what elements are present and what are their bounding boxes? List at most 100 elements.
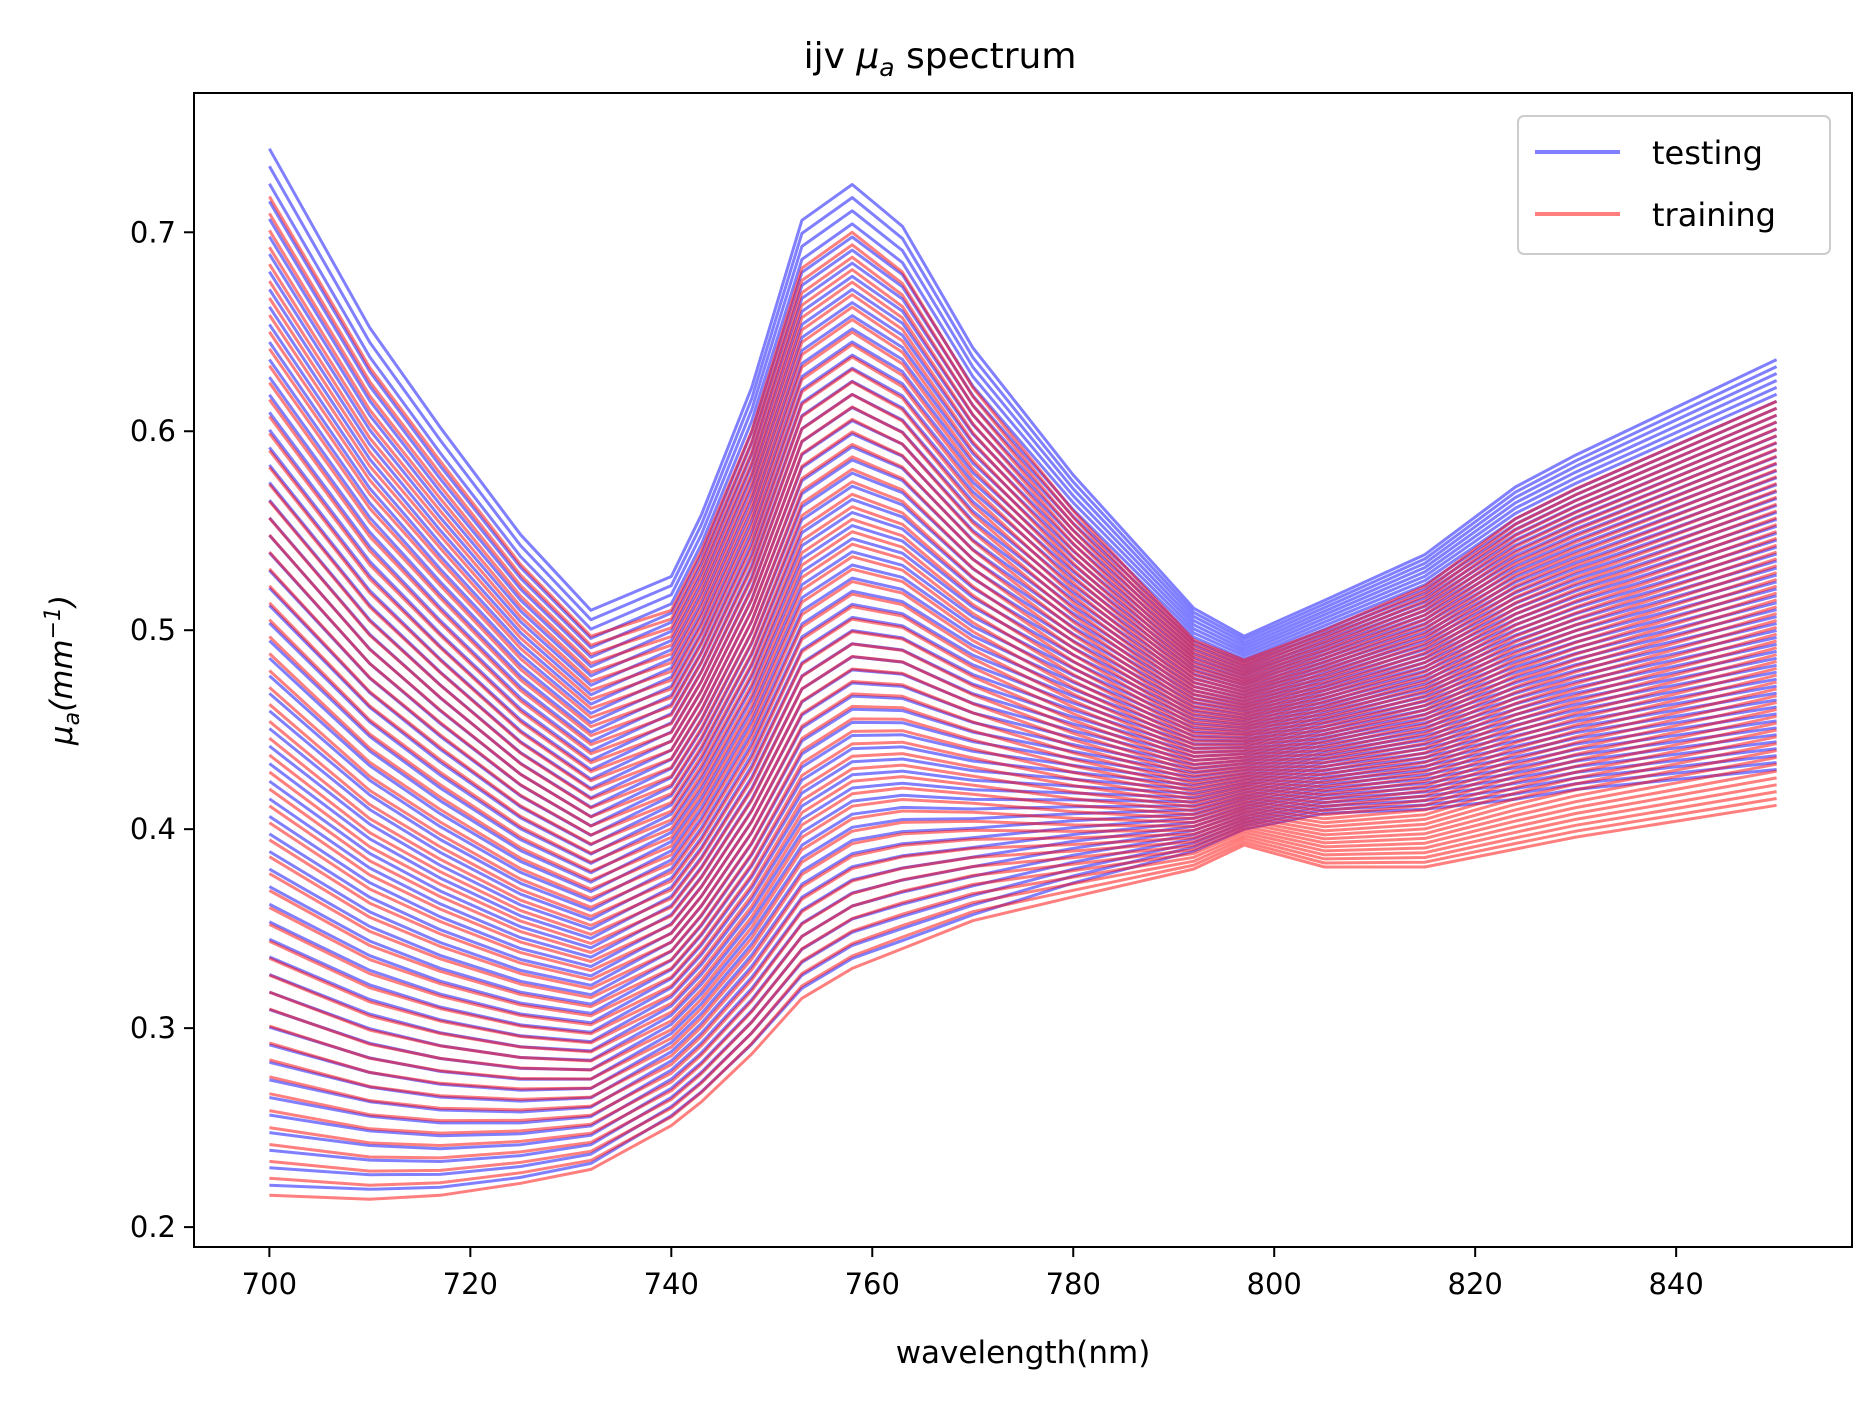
x-axis: 700 720 740 760 780 800 820 840 <box>242 1247 1704 1301</box>
series-line-testing-21 <box>268 622 1777 969</box>
legend-label-testing: testing <box>1652 134 1763 172</box>
series-line-training-7 <box>269 755 1777 1112</box>
series-line-training-40 <box>268 467 1778 810</box>
series-line-training-42 <box>268 442 1778 792</box>
chart-title-subscript: a <box>879 53 894 82</box>
x-tick-label: 780 <box>1046 1267 1101 1301</box>
series-line-testing-59 <box>268 147 1778 638</box>
plot-frame <box>193 92 1853 1248</box>
series-line-training-37 <box>268 505 1778 837</box>
y-tick-label: 0.5 <box>130 613 176 647</box>
series-line-training-41 <box>268 455 1778 801</box>
series-line-training-0 <box>269 803 1777 1201</box>
series-line-training-31 <box>268 580 1778 891</box>
series-line-training-18 <box>268 680 1777 1009</box>
series-line-training-3 <box>269 783 1777 1160</box>
series-line-training-24 <box>268 639 1777 954</box>
series-line-training-59 <box>268 195 1778 662</box>
y-axis-label-unit-open: (mm <box>44 639 80 712</box>
x-tick-label: 760 <box>845 1267 900 1301</box>
series-line-training-58 <box>268 212 1778 665</box>
series-line-training-49 <box>268 355 1778 729</box>
series-line-training-10 <box>268 735 1777 1081</box>
series-line-training-51 <box>268 330 1778 710</box>
legend-label-training: training <box>1652 196 1776 234</box>
x-tick-label: 740 <box>644 1267 699 1301</box>
series-line-training-53 <box>268 297 1778 692</box>
series-line-training-2 <box>269 790 1777 1173</box>
series-line-training-45 <box>268 405 1778 765</box>
series-line-training-15 <box>268 701 1777 1036</box>
series-line-training-28 <box>268 612 1778 918</box>
series-line-training-21 <box>268 660 1777 982</box>
series-line-training-44 <box>268 417 1778 774</box>
series-line-training-6 <box>269 762 1777 1123</box>
y-tick-label: 0.7 <box>130 215 176 249</box>
series-line-training-12 <box>268 721 1777 1063</box>
series-line-training-26 <box>268 625 1778 936</box>
y-tick-label: 0.3 <box>130 1011 176 1045</box>
series-line-training-4 <box>269 776 1777 1147</box>
chart-title-symbol: μ <box>855 36 879 77</box>
x-axis-label: wavelength(nm) <box>896 1335 1151 1371</box>
y-axis-label-subscript: a <box>60 712 85 725</box>
y-tick-label: 0.2 <box>130 1210 176 1244</box>
series-line-training-20 <box>268 666 1777 991</box>
series-line-testing-54 <box>268 235 1778 659</box>
series-line-training-27 <box>268 619 1778 927</box>
series-line-training-19 <box>268 673 1777 1000</box>
series-line-training-8 <box>269 749 1777 1101</box>
series-layer <box>268 147 1778 1201</box>
y-axis-label-symbol: μ <box>44 725 80 746</box>
series-line-testing-56 <box>268 200 1778 648</box>
series-line-training-50 <box>268 343 1778 719</box>
series-line-training-30 <box>268 592 1778 900</box>
y-tick-label: 0.6 <box>130 414 176 448</box>
series-line-training-23 <box>268 646 1777 963</box>
series-line-testing-20 <box>268 629 1777 978</box>
y-axis: 0.2 0.3 0.4 0.5 0.6 0.7 <box>130 215 194 1244</box>
series-line-training-13 <box>268 714 1777 1054</box>
series-line-training-38 <box>268 492 1778 828</box>
series-line-training-32 <box>268 567 1778 882</box>
series-line-training-39 <box>268 480 1778 819</box>
x-tick-label: 800 <box>1247 1267 1302 1301</box>
series-line-training-35 <box>268 530 1778 855</box>
series-line-training-29 <box>268 605 1778 909</box>
chart-title-suffix: spectrum <box>895 36 1077 77</box>
series-line-training-52 <box>268 314 1778 701</box>
series-line-testing-55 <box>268 218 1778 651</box>
series-line-training-16 <box>268 694 1777 1027</box>
series-line-training-33 <box>268 555 1778 873</box>
series-line-testing-31 <box>268 550 1778 875</box>
x-tick-label: 840 <box>1648 1267 1703 1301</box>
series-line-training-43 <box>268 430 1778 783</box>
series-line-training-36 <box>268 517 1778 846</box>
series-line-training-22 <box>268 653 1777 973</box>
y-axis-label-unit-power: −1 <box>41 607 66 639</box>
series-line-training-56 <box>268 246 1778 671</box>
legend: testing training <box>1517 115 1831 255</box>
series-line-training-47 <box>268 380 1778 747</box>
series-line-training-48 <box>268 368 1778 738</box>
series-line-testing-58 <box>268 165 1778 641</box>
series-line-testing-29 <box>268 566 1778 894</box>
series-line-training-11 <box>268 728 1777 1072</box>
chart-title-prefix: ijv <box>804 36 857 77</box>
series-line-testing-53 <box>268 253 1778 669</box>
y-axis-label: μa(mm−1) <box>41 595 85 746</box>
series-line-training-9 <box>268 742 1777 1091</box>
series-line-training-25 <box>268 632 1777 945</box>
series-line-testing-30 <box>268 559 1778 884</box>
y-axis-label-unit-close: ) <box>44 595 80 609</box>
x-tick-label: 720 <box>443 1267 498 1301</box>
y-tick-label: 0.4 <box>130 812 176 846</box>
x-tick-label: 820 <box>1448 1267 1503 1301</box>
x-tick-label: 700 <box>242 1267 297 1301</box>
chart-title: ijv μa spectrum <box>804 36 1077 82</box>
series-line-training-34 <box>268 542 1778 864</box>
series-line-testing-18 <box>268 642 1777 997</box>
series-line-training-46 <box>268 393 1778 756</box>
series-line-testing-19 <box>268 636 1777 987</box>
